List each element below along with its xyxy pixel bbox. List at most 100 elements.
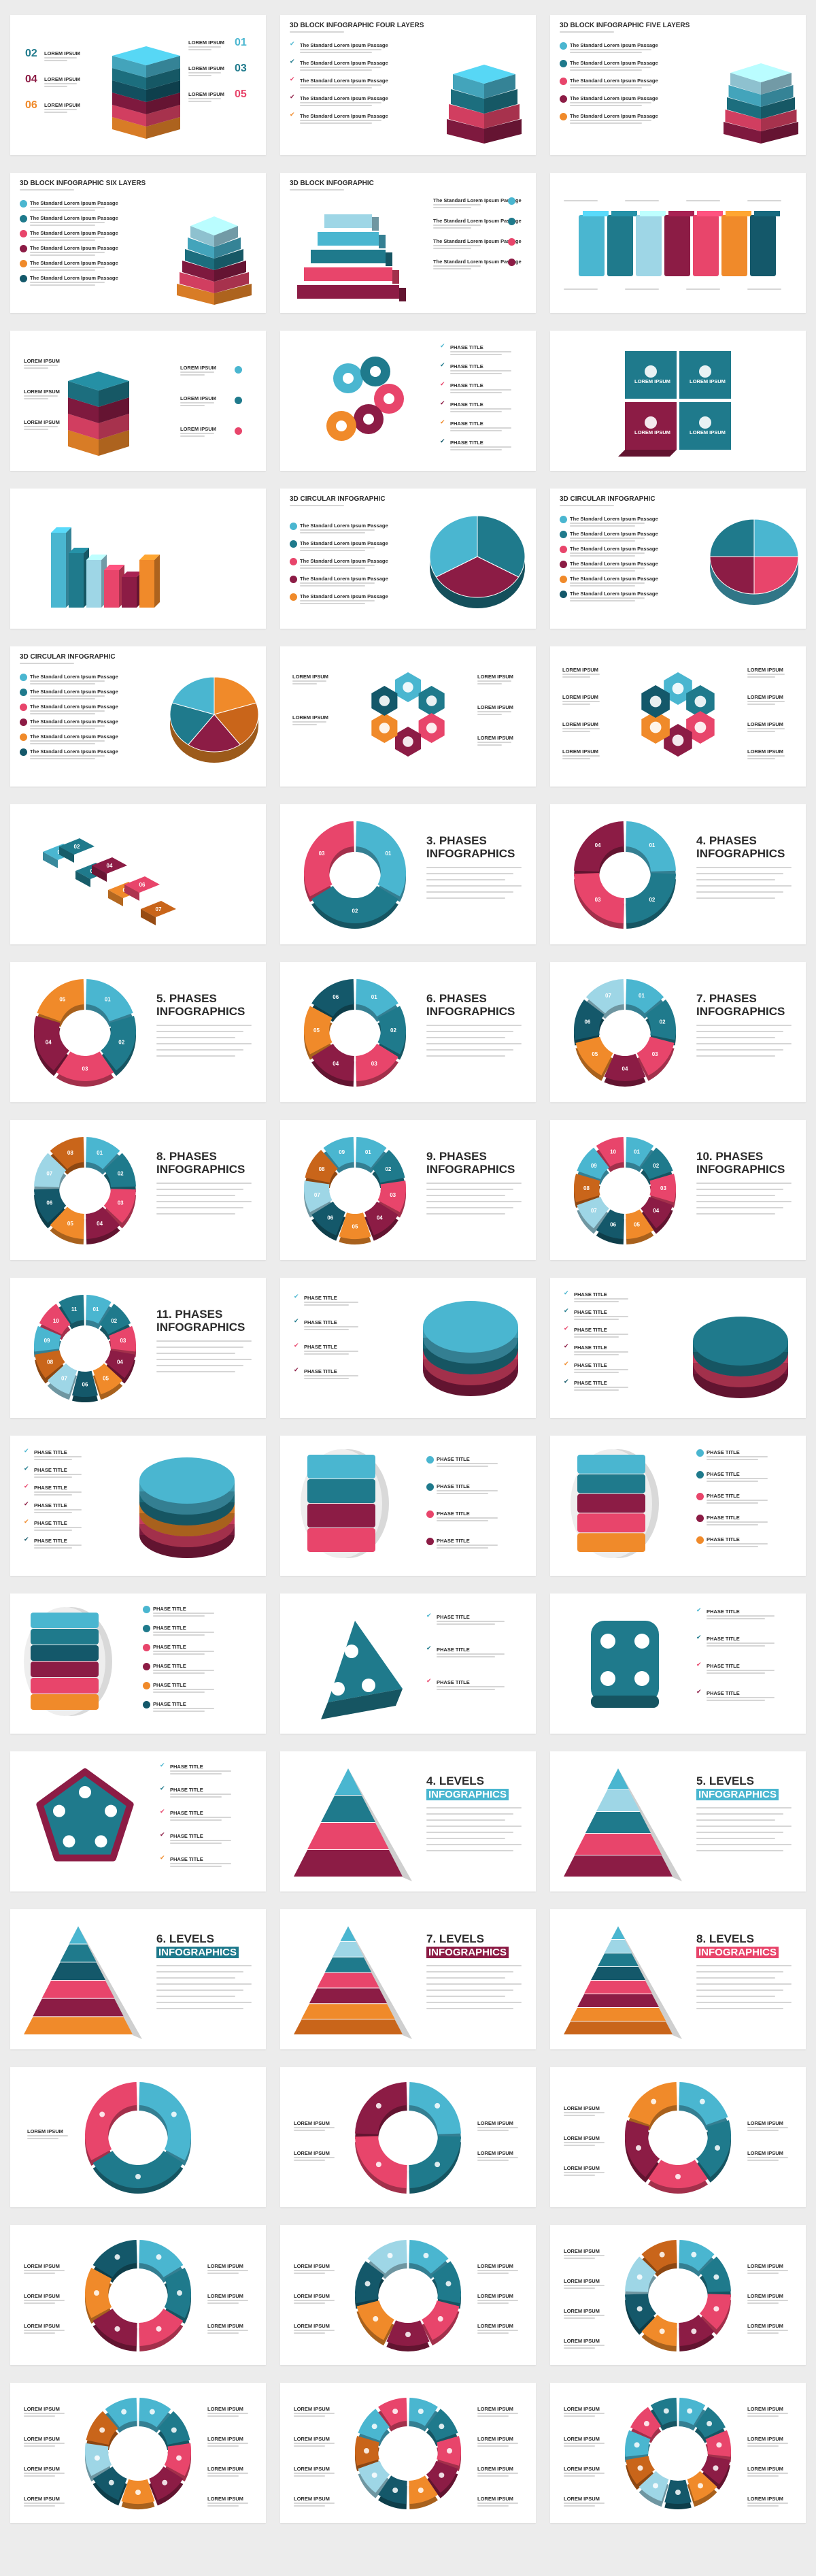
slide-thumbnail[interactable]: ✔ PHASE TITLE ✔ PHASE TITLE ✔ PHASE TITLE ✔ PHA… — [280, 1278, 536, 1418]
slide-thumbnail[interactable]: 3D BLOCK INFOGRAPHIC SIX LAYERS The Stand… — [10, 173, 266, 313]
slide-thumbnail[interactable] — [10, 489, 266, 629]
text-placeholder-line — [30, 710, 105, 712]
check-icon: ✔ — [294, 1293, 299, 1300]
text-placeholder-line — [30, 269, 95, 271]
slide-thumbnail[interactable]: 3D CIRCULAR INFOGRAPHIC The Standard Lore… — [280, 489, 536, 629]
slide-thumbnail[interactable]: 6. LEVELS INFOGRAPHICS — [10, 1909, 266, 2049]
slide-thumbnail[interactable]: LOREM IPSUM LOREM IPSUM LOREM IPSUM LOREM I… — [10, 331, 266, 471]
slide-thumbnail[interactable]: LOREM IPSUM LOREM IPSUM LOREM IPSUM LOREM I… — [550, 2225, 806, 2365]
item-label: LOREM IPSUM — [477, 2150, 513, 2156]
slide-graphic — [139, 1457, 235, 1558]
text-placeholder-line — [707, 1521, 768, 1523]
slide-thumbnail[interactable]: 01 02 03 04 05 06 07 7. PHASES INFOGRAPHICS — [550, 962, 806, 1102]
slide-thumbnail[interactable]: 01 02 03 04 05 06 07 08 8. PHASES INFOGRAPHICS — [10, 1120, 266, 1260]
text-placeholder-line — [696, 1207, 783, 1208]
slide-thumbnail[interactable]: ✔ PHASE TITLE ✔ PHASE TITLE ✔ PHASE TITLE ✔ PHA… — [10, 1436, 266, 1576]
slide-thumbnail[interactable]: LOREM IPSUM LOREM IPSUM LOREM IPSUM LOREM I… — [550, 331, 806, 471]
slide-thumbnail[interactable]: LOREM IPSUM LOREM IPSUM LOREM IPSUM LOREM I… — [10, 2225, 266, 2365]
slide-thumbnail[interactable]: ✔ PHASE TITLE ✔ PHASE TITLE ✔ PHASE TITLE ✔ PHA… — [550, 1594, 806, 1734]
slide-thumbnail[interactable]: 7. LEVELS INFOGRAPHICS — [280, 1909, 536, 2049]
text-placeholder-line — [300, 102, 381, 103]
item-label: PHASE TITLE — [304, 1295, 337, 1301]
slide-thumbnail[interactable]: 01 02 03 04 05 5. PHASES INFOGRAPHICS — [10, 962, 266, 1102]
slide-thumbnail[interactable]: PHASE TITLE PHASE TITLE PHASE TITLE PHASE T… — [10, 1594, 266, 1734]
slide-thumbnail[interactable]: 4. LEVELS INFOGRAPHICS — [280, 1751, 536, 1892]
slide-thumbnail[interactable] — [550, 173, 806, 313]
block-side — [112, 56, 146, 78]
phases-subtitle: INFOGRAPHICS — [696, 1005, 785, 1018]
ring-segment-label: 05 — [313, 1027, 320, 1034]
text-placeholder-line — [24, 2330, 65, 2331]
slide-thumbnail[interactable]: 3D BLOCK INFOGRAPHIC FOUR LAYERS ✔ The Sta… — [280, 15, 536, 155]
item-label: LOREM IPSUM — [477, 2466, 513, 2472]
slide-thumbnail[interactable]: LOREM IPSUM LOREM IPSUM LOREM IPSUM LOREM I… — [280, 2067, 536, 2207]
text-placeholder-line — [426, 1826, 522, 1827]
text-placeholder-line — [304, 1326, 358, 1327]
slide-thumbnail[interactable]: 02 04 06 01 03 05 LOREM IPSUM LOREM IPSUM LOREM … — [10, 15, 266, 155]
slide-thumbnail[interactable]: 01 02 03 04 05 06 07 08 09 9. PHASES INFOGRAPHICS — [280, 1120, 536, 1260]
ring-segment-label: 05 — [103, 1376, 109, 1382]
text-placeholder-line — [747, 704, 775, 705]
slide-thumbnail[interactable]: ✔ PHASE TITLE ✔ PHASE TITLE ✔ PHASE TITLE ✔ PHA… — [10, 1751, 266, 1892]
slide-thumbnail[interactable]: PHASE TITLE PHASE TITLE PHASE TITLE PHASE T… — [280, 1436, 536, 1576]
bullet-icon — [560, 78, 567, 85]
block-side — [68, 430, 99, 456]
item-label: The Standard Lorem Ipsum Passage — [30, 719, 118, 725]
slide-thumbnail[interactable]: ✔ PHASE TITLE ✔ PHASE TITLE ✔ PHASE TITLE ✔ PHA… — [280, 331, 536, 471]
slide-thumbnail[interactable]: 3D BLOCK INFOGRAPHIC The Standard Lorem I… — [280, 173, 536, 313]
ring-segment — [86, 1295, 112, 1324]
quadrant-icon — [699, 416, 711, 429]
slide-thumbnail[interactable]: LOREM IPSUM LOREM IPSUM LOREM IPSUM LOREM I… — [280, 2383, 536, 2523]
pyramid-level — [321, 1796, 375, 1822]
text-placeholder-line — [437, 1686, 505, 1687]
check-icon: ✔ — [564, 1361, 569, 1368]
slide-thumbnail[interactable]: LOREM IPSUM — [10, 2067, 266, 2207]
disc-band — [31, 1613, 99, 1628]
slide-thumbnail[interactable]: ✔ PHASE TITLE ✔ PHASE TITLE ✔ PHASE TITLE — [280, 1594, 536, 1734]
text-placeholder-line — [156, 1213, 235, 1215]
check-icon: ✔ — [564, 1325, 569, 1332]
text-placeholder-line — [747, 676, 775, 678]
slide-thumbnail[interactable]: ✔ PHASE TITLE ✔ PHASE TITLE ✔ PHASE TITLE ✔ PHA… — [550, 1278, 806, 1418]
slide-thumbnail[interactable]: 5. LEVELS INFOGRAPHICS — [550, 1751, 806, 1892]
text-placeholder-line — [30, 755, 105, 757]
text-placeholder-line — [44, 86, 67, 87]
item-label: LOREM IPSUM — [294, 2496, 330, 2502]
item-label: PHASE TITLE — [574, 1327, 607, 1333]
ring-segment — [625, 2294, 656, 2330]
slide-graphic — [177, 216, 252, 305]
segment-icon — [445, 2281, 452, 2287]
slide-thumbnail[interactable]: LOREM IPSUM LOREM IPSUM LOREM IPSUM LOREM I… — [550, 2383, 806, 2523]
slide-thumbnail[interactable]: LOREM IPSUM LOREM IPSUM LOREM IPSUM LOREM I… — [10, 2383, 266, 2523]
text-placeholder-line — [153, 1670, 214, 1671]
slide-thumbnail[interactable]: 01 02 03 04 05 06 07 08 09 10 11 11. PHASES INFOGRAP… — [10, 1278, 266, 1418]
pyramid-level — [324, 1957, 372, 1972]
bar-front — [51, 533, 66, 608]
slide-thumbnail[interactable]: 3D CIRCULAR INFOGRAPHIC The Standard Lore… — [550, 489, 806, 629]
slide-thumbnail[interactable]: 3D CIRCULAR INFOGRAPHIC The Standard Lore… — [10, 646, 266, 787]
hexagon-icon — [426, 723, 437, 733]
slide-thumbnail[interactable]: PHASE TITLE PHASE TITLE PHASE TITLE PHASE T… — [550, 1436, 806, 1576]
slide-thumbnail[interactable]: 8. LEVELS INFOGRAPHICS — [550, 1909, 806, 2049]
item-label: PHASE TITLE — [170, 1787, 203, 1793]
slide-thumbnail[interactable]: 3D BLOCK INFOGRAPHIC FIVE LAYERS The Stan… — [550, 15, 806, 155]
segment-icon — [171, 2111, 177, 2117]
slide-thumbnail[interactable]: LOREM IPSUM LOREM IPSUM LOREM IPSUM LOREM I… — [280, 2225, 536, 2365]
slide-thumbnail[interactable]: 01 02 03 04 05 06 07 08 09 10 10. PHASES INFOGRAPHI… — [550, 1120, 806, 1260]
slide-thumbnail[interactable]: LOREM IPSUM LOREM IPSUM LOREM IPSUM LOREM I… — [550, 646, 806, 787]
text-placeholder-line — [696, 1996, 775, 1997]
slide-thumbnail[interactable]: 01 02 03 3. PHASES INFOGRAPHICS — [280, 804, 536, 944]
text-placeholder-line — [433, 245, 481, 246]
slide-thumbnail[interactable]: 01 02 03 04 05 06 6. PHASES INFOGRAPHICS — [280, 962, 536, 1102]
text-placeholder-line — [570, 597, 645, 599]
stack-layer — [297, 285, 399, 299]
ring-segment — [679, 2240, 715, 2271]
item-label: The Standard Lorem Ipsum Passage — [300, 113, 388, 119]
slide-thumbnail[interactable]: LOREM IPSUM LOREM IPSUM LOREM IPSUM LOREM I… — [280, 646, 536, 787]
slide-thumbnail[interactable]: 01 02 03 04 4. PHASES INFOGRAPHICS — [550, 804, 806, 944]
pie-slice — [709, 518, 755, 557]
text-placeholder-line — [747, 2302, 779, 2304]
slide-thumbnail[interactable]: LOREM IPSUM LOREM IPSUM LOREM IPSUM LOREM I… — [550, 2067, 806, 2207]
item-label: LOREM IPSUM — [207, 2263, 243, 2269]
